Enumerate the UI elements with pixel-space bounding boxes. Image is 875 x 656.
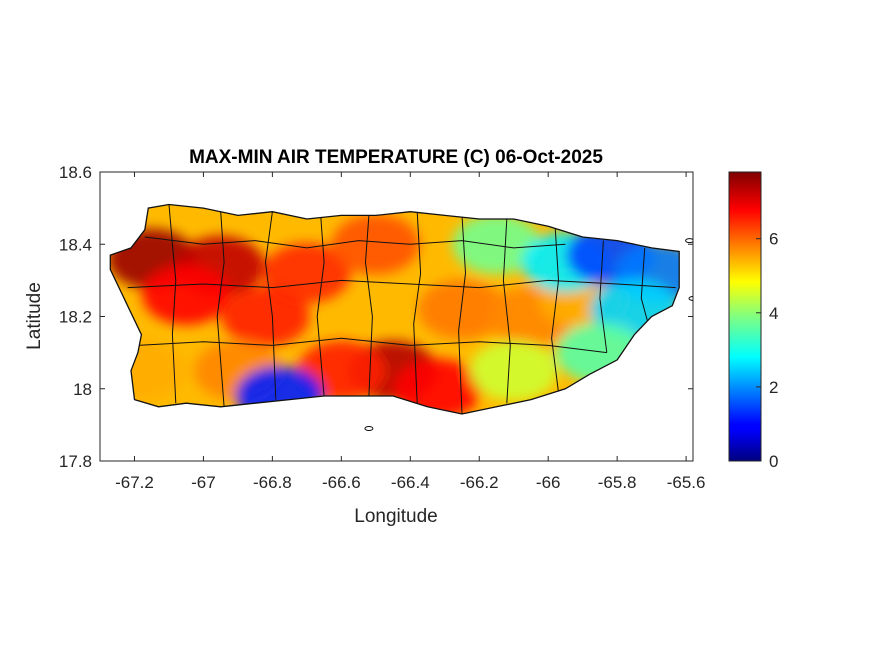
islet [364, 425, 374, 431]
temperature-cell [452, 214, 541, 275]
municipal-border [458, 215, 467, 414]
municipal-border [551, 226, 560, 393]
colorbar-tick-label: 2 [769, 378, 778, 397]
y-tick-label: 18.4 [59, 235, 92, 254]
municipal-border [364, 215, 373, 397]
y-tick-label: 18.2 [59, 308, 92, 327]
x-tick-label: -66.6 [322, 473, 361, 492]
municipal-border [413, 211, 422, 404]
y-tick-label: 17.8 [59, 452, 92, 471]
y-tick-label: 18.6 [59, 163, 92, 182]
colorbar-tick-label: 4 [769, 304, 778, 323]
temperature-cell [262, 243, 351, 304]
y-axis-ticks: 17.8 18 18.2 18.4 18.6 [59, 163, 693, 471]
y-tick-label: 18 [73, 380, 92, 399]
municipal-border [264, 211, 277, 400]
y-axis-label: Latitude [24, 282, 45, 350]
municipal-borders [127, 204, 676, 414]
municipal-border [640, 247, 649, 324]
colorbar-tick-label: 0 [769, 452, 778, 471]
colorbar [728, 171, 762, 462]
x-tick-label: -67.2 [115, 473, 154, 492]
temperature-map [109, 203, 693, 431]
islet [685, 238, 693, 244]
municipal-border [144, 236, 566, 249]
x-tick-label: -65.8 [598, 473, 637, 492]
temperature-cell [418, 279, 507, 340]
municipal-border [137, 337, 607, 354]
colorbar-ticks: 0 2 4 6 [756, 230, 778, 471]
x-tick-label: -66.2 [460, 473, 499, 492]
municipal-border [127, 279, 676, 289]
coastline [109, 203, 680, 415]
x-tick-label: -66.4 [391, 473, 430, 492]
municipal-border [216, 211, 225, 407]
x-tick-label: -65.6 [667, 473, 706, 492]
x-axis-ticks: -67.2 -67 -66.8 -66.6 -66.4 -66.2 -66 -65.8 -65.… [115, 172, 705, 492]
temperature-field [110, 214, 680, 414]
x-tick-label: -66.8 [253, 473, 292, 492]
islets [364, 238, 693, 431]
municipal-border [316, 215, 325, 397]
colorbar-tick-label: 6 [769, 230, 778, 249]
temperature-cell [142, 264, 231, 325]
municipal-border [168, 204, 177, 404]
temperature-cell [469, 340, 558, 401]
x-tick-label: -67 [191, 473, 216, 492]
chart-title: MAX-MIN AIR TEMPERATURE (C) 06-Oct-2025 [189, 147, 603, 168]
temperature-cell [221, 286, 310, 347]
x-tick-label: -66 [536, 473, 561, 492]
x-axis-label: Longitude [354, 506, 437, 527]
temperature-cell [331, 214, 420, 275]
municipal-border [599, 240, 608, 353]
municipal-border [502, 218, 511, 404]
islet [688, 295, 693, 301]
